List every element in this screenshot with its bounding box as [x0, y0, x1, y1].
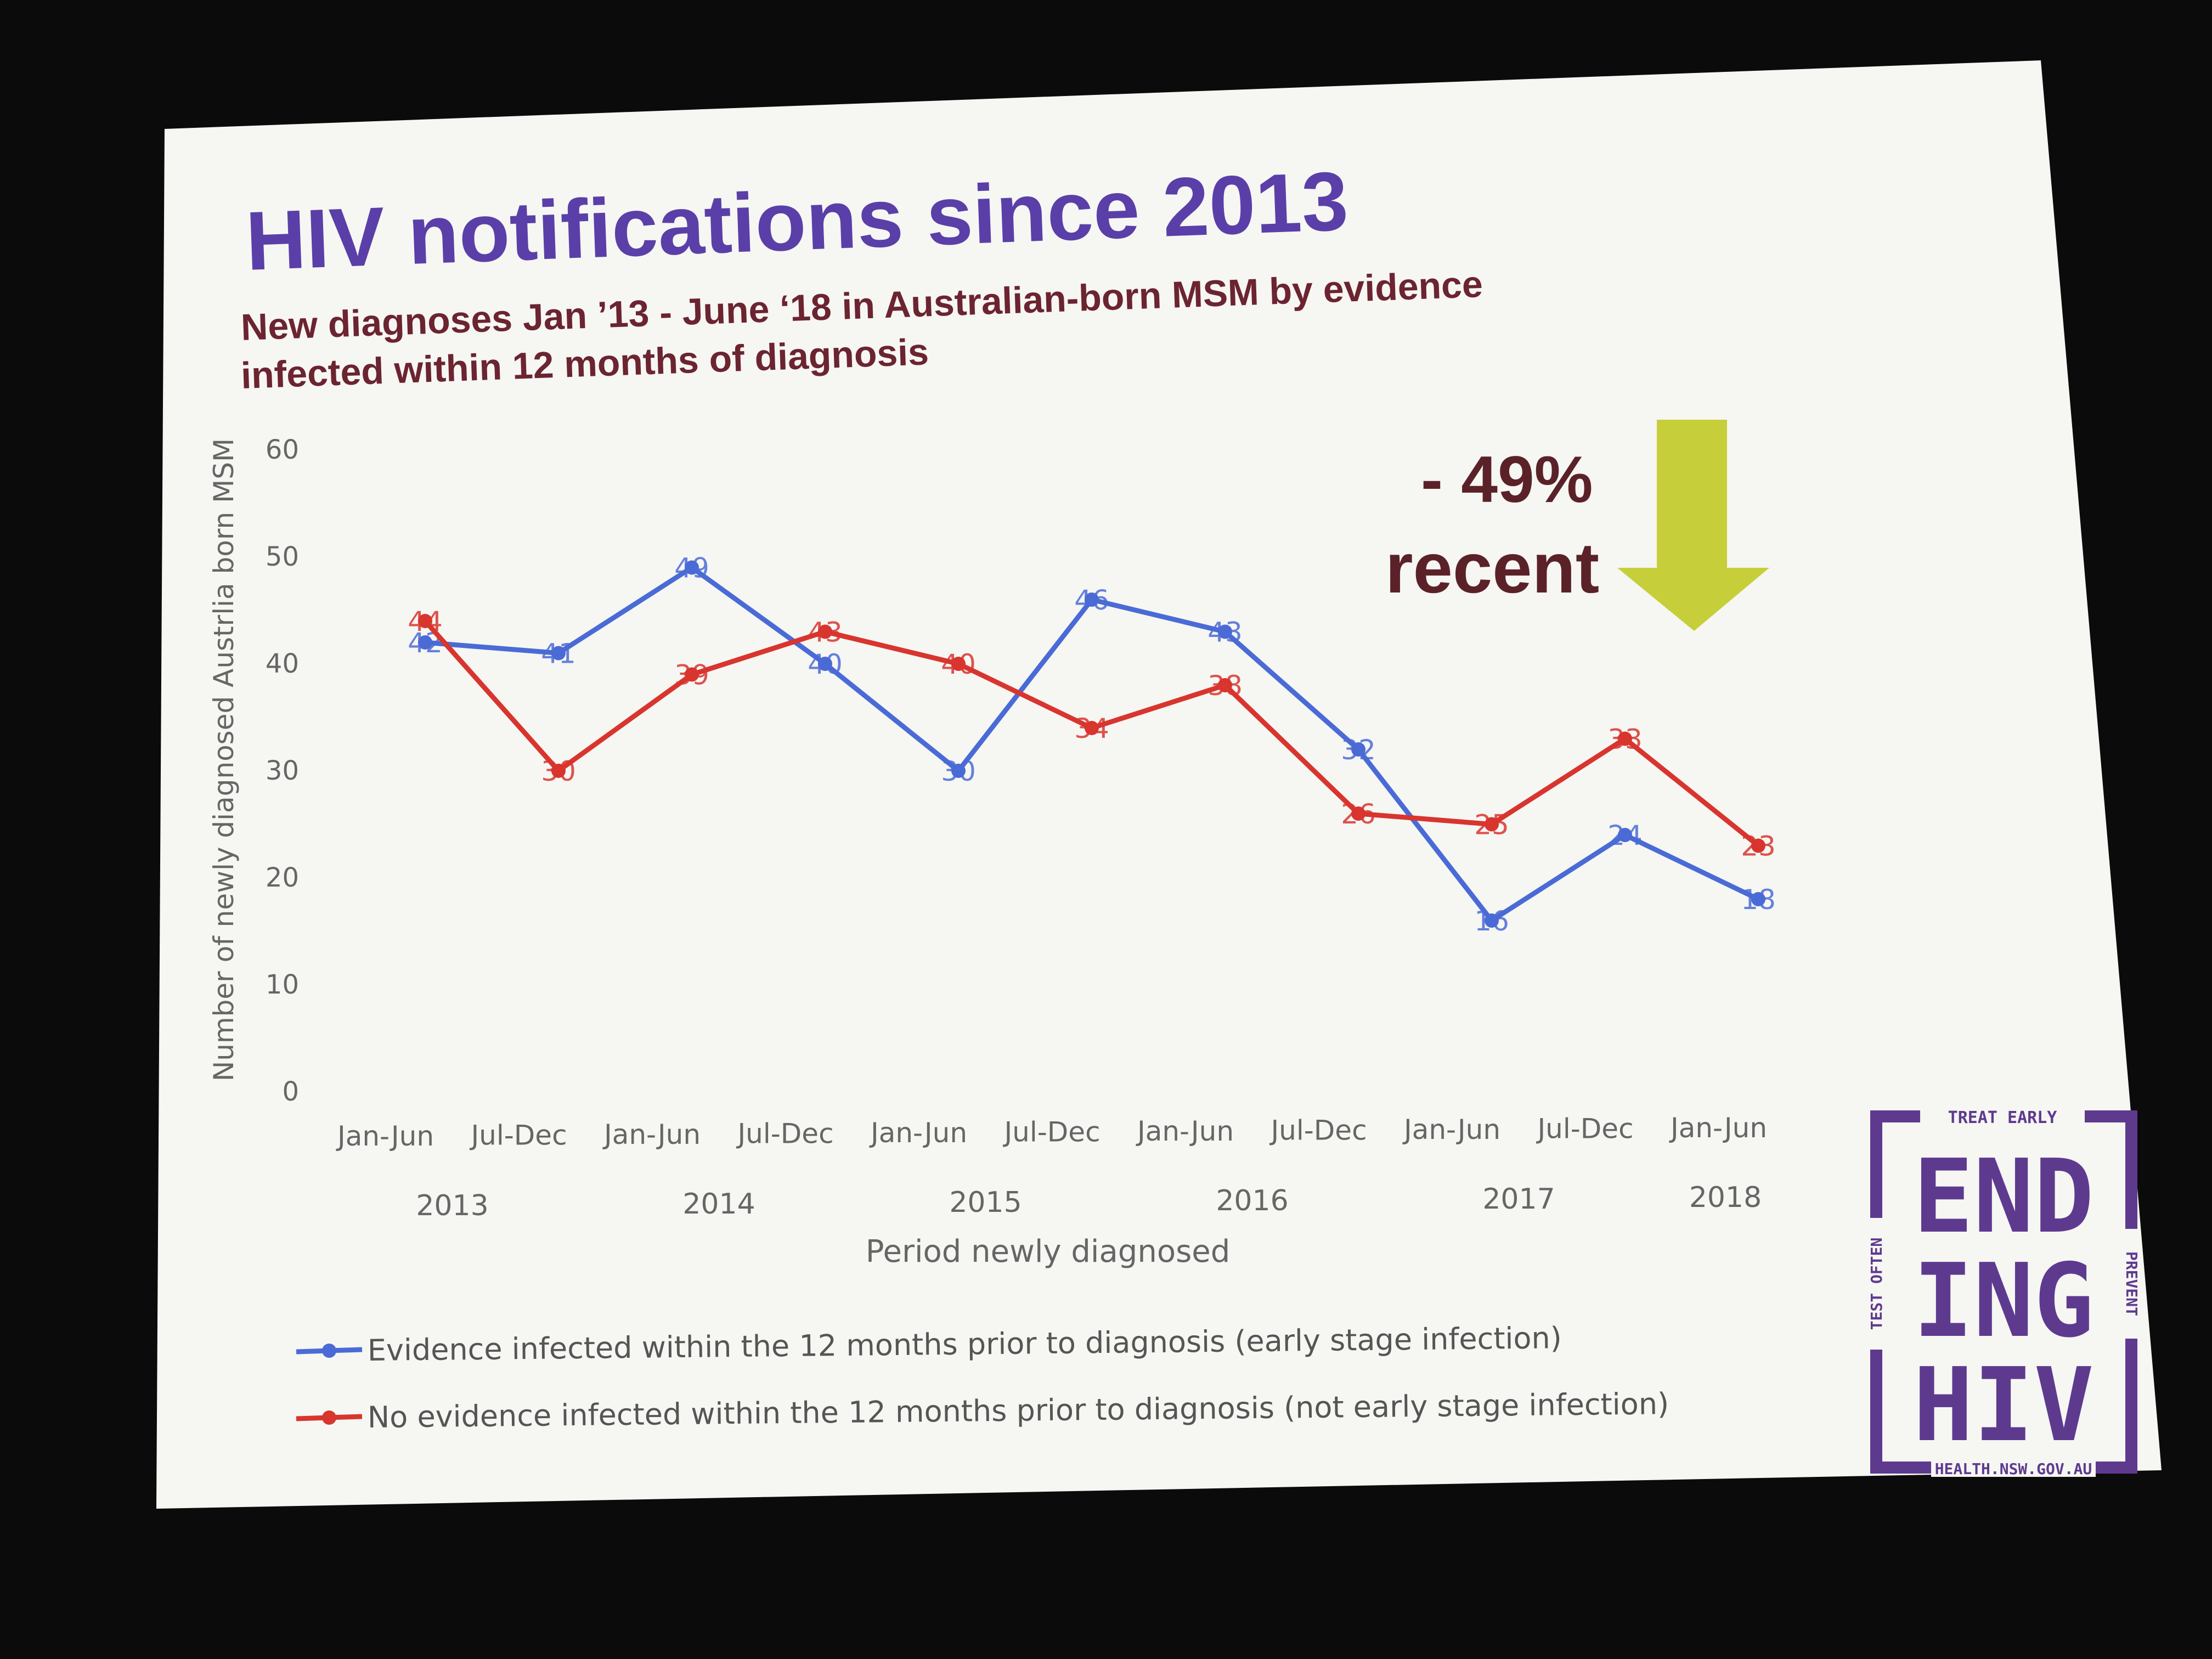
- data-point: [818, 624, 832, 639]
- data-point: [1485, 817, 1499, 832]
- data-point: [1618, 731, 1632, 746]
- data-label: 38: [1207, 670, 1243, 702]
- data-label: 18: [1741, 884, 1776, 916]
- y-axis-label: Number of newly diagnosed Austrlia born …: [208, 438, 240, 1081]
- data-point: [951, 764, 966, 778]
- annotation-percent: - 49%: [1421, 443, 1593, 516]
- x-year-label: 2016: [1216, 1184, 1288, 1217]
- y-tick-label: 60: [266, 435, 299, 465]
- data-point: [418, 614, 432, 628]
- x-tick-label: Jul-Dec: [1269, 1115, 1367, 1147]
- data-label: 32: [1341, 734, 1376, 766]
- x-tick-label: Jul-Dec: [469, 1120, 567, 1152]
- data-label: 49: [674, 552, 709, 584]
- annotation-recent: recent: [1385, 528, 1599, 608]
- data-point: [1751, 892, 1765, 906]
- data-label: 40: [941, 648, 976, 680]
- x-axis-year-labels: 2013 2014 2015 2016 2017 2018: [416, 1181, 1762, 1222]
- logo-row-end: END: [1913, 1137, 2094, 1256]
- x-tick-label: Jul-Dec: [1536, 1113, 1633, 1145]
- x-tick-label: Jan-Jun: [869, 1117, 967, 1149]
- down-arrow-icon: [1617, 420, 1769, 631]
- logo-row-ing: ING: [1913, 1242, 2094, 1360]
- y-tick-label: 30: [266, 755, 299, 786]
- x-axis-label: Period newly diagnosed: [866, 1234, 1231, 1269]
- data-label: 43: [808, 617, 843, 648]
- data-label: 25: [1474, 809, 1509, 841]
- data-label: 41: [541, 638, 576, 670]
- data-point: [1351, 806, 1365, 821]
- y-tick-label: 20: [266, 862, 299, 893]
- x-year-label: 2018: [1689, 1181, 1762, 1214]
- data-label: 24: [1607, 820, 1643, 851]
- y-tick-label: 50: [266, 541, 299, 572]
- logo-left-text: TEST OFTEN: [1867, 1238, 1886, 1330]
- data-label: 23: [1741, 831, 1776, 862]
- data-label: 30: [541, 755, 576, 787]
- data-point: [685, 667, 699, 682]
- y-tick-label: 10: [266, 969, 299, 1000]
- data-label: 44: [408, 606, 443, 637]
- data-point: [1218, 678, 1232, 692]
- data-label: 40: [808, 648, 843, 680]
- x-tick-label: Jan-Jun: [1402, 1114, 1500, 1146]
- data-point: [951, 657, 966, 671]
- x-year-label: 2017: [1482, 1183, 1555, 1216]
- data-label: 16: [1474, 905, 1509, 937]
- data-point: [1218, 624, 1232, 639]
- data-point: [551, 764, 566, 778]
- x-tick-label: Jan-Jun: [1136, 1115, 1234, 1147]
- logo-row-hiv: HIV: [1913, 1346, 2094, 1464]
- data-point: [818, 657, 832, 671]
- x-tick-label: Jul-Dec: [1002, 1116, 1100, 1148]
- y-tick-label: 0: [282, 1076, 299, 1107]
- x-tick-label: Jan-Jun: [1669, 1112, 1767, 1144]
- data-point: [1751, 838, 1765, 853]
- data-point: [1085, 592, 1099, 607]
- logo-bottom-text: HEALTH.NSW.GOV.AU: [1935, 1460, 2092, 1478]
- data-label: 46: [1074, 584, 1109, 616]
- x-year-label: 2013: [416, 1189, 488, 1222]
- x-year-label: 2014: [682, 1188, 755, 1221]
- data-point: [685, 560, 699, 575]
- y-axis-ticks: 0 10 20 30 40 50 60: [266, 435, 299, 1107]
- x-tick-label: Jan-Jun: [602, 1119, 701, 1150]
- data-point: [418, 635, 432, 650]
- x-tick-label: Jan-Jun: [336, 1120, 434, 1152]
- data-label: 39: [674, 659, 709, 691]
- data-label: 43: [1207, 617, 1243, 648]
- data-label: 34: [1074, 713, 1109, 744]
- data-label: 30: [941, 755, 976, 787]
- data-point: [1351, 742, 1365, 757]
- legend-swatch-marker: [322, 1344, 336, 1358]
- x-year-label: 2015: [949, 1186, 1022, 1219]
- ending-hiv-logo: TREAT EARLY HEALTH.NSW.GOV.AU TEST OFTEN…: [1867, 1108, 2141, 1478]
- logo-top-text: TREAT EARLY: [1948, 1108, 2057, 1127]
- data-label: 33: [1607, 724, 1643, 755]
- legend-swatch-marker: [322, 1410, 336, 1425]
- data-point: [1618, 828, 1632, 842]
- data-point: [1485, 913, 1499, 928]
- data-label: 26: [1341, 798, 1376, 830]
- data-point: [1085, 721, 1099, 735]
- x-axis-ticks: Jan-Jun Jul-Dec Jan-Jun Jul-Dec Jan-Jun Jul-D…: [336, 1112, 1767, 1152]
- x-tick-label: Jul-Dec: [736, 1118, 833, 1150]
- y-tick-label: 40: [266, 648, 299, 679]
- data-point: [551, 646, 566, 661]
- logo-right-text: PREVENT: [2123, 1251, 2141, 1316]
